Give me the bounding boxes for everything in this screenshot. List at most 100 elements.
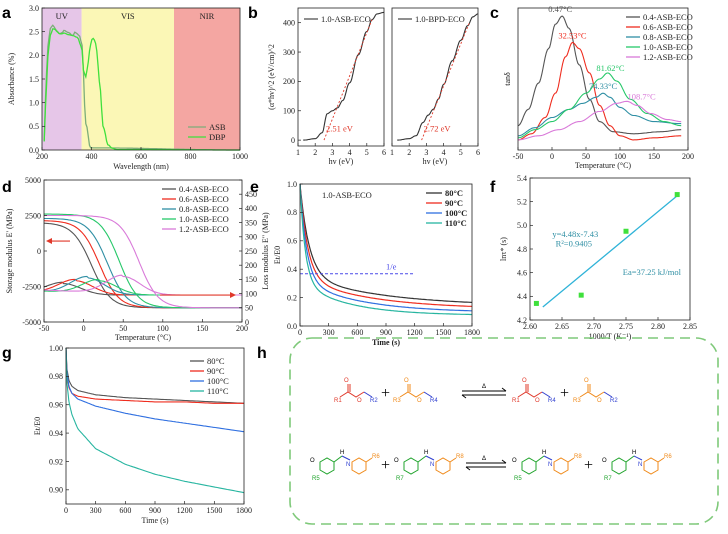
f-equation: y=4.48x-7.43 <box>552 229 598 239</box>
imine2-methoxy-o: O <box>394 458 399 464</box>
region-band-vis <box>81 8 174 150</box>
ester-molecule-3 <box>517 384 551 398</box>
d2-y-tick-label: 300 <box>245 233 257 242</box>
e-x-tick-label: 1800 <box>464 328 480 337</box>
g-legend-label: 110°C <box>207 386 229 396</box>
f-x-tick-label: 2.80 <box>651 322 665 331</box>
imine4-r7: R7 <box>604 476 612 482</box>
d-y-axis-label: Storage modulus E' (MPa) <box>5 208 14 293</box>
f-y-tick-label: 4.2 <box>517 316 527 325</box>
g-legend-label: 80°C <box>207 356 225 366</box>
f-x-tick-label: 2.70 <box>587 322 601 331</box>
c-series-line <box>517 15 682 135</box>
b1-x-tick-label: 1 <box>296 148 300 157</box>
e-legend-label: 80°C <box>445 188 463 198</box>
d2-y-tick-label: 250 <box>245 247 257 256</box>
b2-x-tick-label: 2 <box>407 148 411 157</box>
imine-molecule-3 <box>521 455 575 475</box>
b2-x-tick-label: 4 <box>442 148 446 157</box>
panel-label-e: e <box>250 179 259 196</box>
chart-relaxation-zoom: 0 300 600 900 1200 1500 1800 0.90 0.92 0.94 0.96 0.… <box>33 344 252 525</box>
f-y-tick-label: 5.0 <box>517 221 527 230</box>
g-x-tick-label: 1200 <box>177 506 193 515</box>
d-x-tick-label: 150 <box>196 324 208 333</box>
d2-y-tick-label: 0 <box>245 318 249 327</box>
a-legend-label: DBP <box>209 132 226 142</box>
chart-arrhenius: 2.60 2.65 2.70 2.75 2.80 2.85 4.2 4.4 4.6 4.8 5.0 5… <box>499 174 697 341</box>
c-series-line <box>517 72 682 139</box>
plus-sign-1: + <box>381 385 390 402</box>
c-plot-frame <box>517 7 689 151</box>
f-y-tick-label: 4.4 <box>517 292 527 301</box>
imine3-h: H <box>542 450 546 456</box>
e-y-tick-label: 0.2 <box>287 293 297 302</box>
f-fit-line <box>542 195 678 308</box>
plus-sign-4: + <box>584 457 593 474</box>
f-x-tick-label: 2.85 <box>683 322 697 331</box>
c-y-axis-label: tanδ <box>503 72 512 86</box>
c-legend-label: 1.0-ASB-ECO <box>643 42 693 52</box>
d-legend-label: 0.8-ASB-ECO <box>179 204 229 214</box>
a-y-tick-label: 0.0 <box>29 146 39 155</box>
c-x-tick-label: -50 <box>513 152 524 161</box>
imine-molecule-2 <box>403 455 457 475</box>
b2-series-line <box>397 13 479 141</box>
c-x-tick-label: 200 <box>682 152 694 161</box>
d-y-tick-label: 2500 <box>25 211 41 220</box>
g-legend-label: 100°C <box>207 376 229 386</box>
f-x-tick-label: 2.60 <box>523 322 537 331</box>
g-x-tick-label: 1800 <box>236 506 252 515</box>
d-x-axis-label: Temperature (°C) <box>115 333 172 342</box>
b2-x-tick-label: 1 <box>390 148 394 157</box>
a-x-tick-label: 400 <box>86 152 98 161</box>
d-y-tick-label: 0 <box>37 247 41 256</box>
d2-y-tick-label: 150 <box>245 275 257 284</box>
a-y-tick-label: 2.5 <box>29 27 39 36</box>
ester-molecule-2 <box>399 384 433 398</box>
f-plot-frame <box>529 177 691 321</box>
f-y-tick-label: 4.8 <box>517 245 527 254</box>
b2-x-axis-label: hv (eV) <box>423 157 448 166</box>
imine3-methoxy-o: O <box>512 458 517 464</box>
chart-absorbance: UV VIS NIR 200 400 600 800 1000 0.0 0.5 1.0 1.5 2.0 2… <box>7 4 248 171</box>
g-y-tick-label: 0.94 <box>49 429 63 438</box>
b2-x-tick-label: 3 <box>424 148 428 157</box>
b2-bandgap-annotation: 2.72 eV <box>424 124 452 134</box>
d-storage-line <box>44 214 242 309</box>
b1-y-axis-label: (α*hv)^2 (eV/cm)^2 <box>267 44 276 110</box>
imine4-h: H <box>632 450 636 456</box>
d-x-tick-label: 50 <box>119 324 127 333</box>
imine1-methoxy-o: O <box>310 458 315 464</box>
region-label-uv: UV <box>56 11 69 21</box>
e-x-tick-label: 0 <box>298 328 302 337</box>
f-r-squared: R²=0.9405 <box>556 239 592 249</box>
scheme-frame <box>289 337 719 525</box>
ester1-ether-o: O <box>357 398 362 404</box>
a-y-tick-label: 2.0 <box>29 51 39 60</box>
e-legend-label: 110°C <box>445 218 467 228</box>
b1-fit-line <box>323 19 373 141</box>
g-x-tick-label: 1500 <box>206 506 222 515</box>
c-peak-label: 32.53°C <box>558 30 587 40</box>
g-y-tick-label: 0.92 <box>49 457 63 466</box>
f-activation-energy: Ea=37.25 kJ/mol <box>623 267 682 277</box>
c-series-line <box>517 100 682 141</box>
d-y-tick-label: -5000 <box>22 318 41 327</box>
e-reference-label: 1/e <box>386 262 397 272</box>
b1-y-tick-label: 400 <box>283 18 295 27</box>
d-x-tick-label: -50 <box>39 324 50 333</box>
b1-x-tick-label: 5 <box>365 148 369 157</box>
ester1-carbonyl-o: O <box>344 378 349 384</box>
imine2-r7: R7 <box>396 476 404 482</box>
c-legend-label: 0.6-ASB-ECO <box>643 22 693 32</box>
region-label-vis: VIS <box>121 11 135 21</box>
d-legend-label: 0.6-ASB-ECO <box>179 194 229 204</box>
g-x-tick-label: 600 <box>119 506 131 515</box>
e-series-line <box>299 183 472 312</box>
panel-label-d: d <box>2 179 12 196</box>
g-y-tick-label: 1.00 <box>49 344 63 353</box>
d-legend-label: 0.4-ASB-ECO <box>179 184 229 194</box>
b1-x-tick-label: 2 <box>313 148 317 157</box>
a-y-tick-label: 3.0 <box>29 4 39 13</box>
chart-stress-relaxation: 1/e 0 300 600 900 1200 1500 1800 0.0 0.2 0.4 0.6 0.8… <box>273 180 480 347</box>
